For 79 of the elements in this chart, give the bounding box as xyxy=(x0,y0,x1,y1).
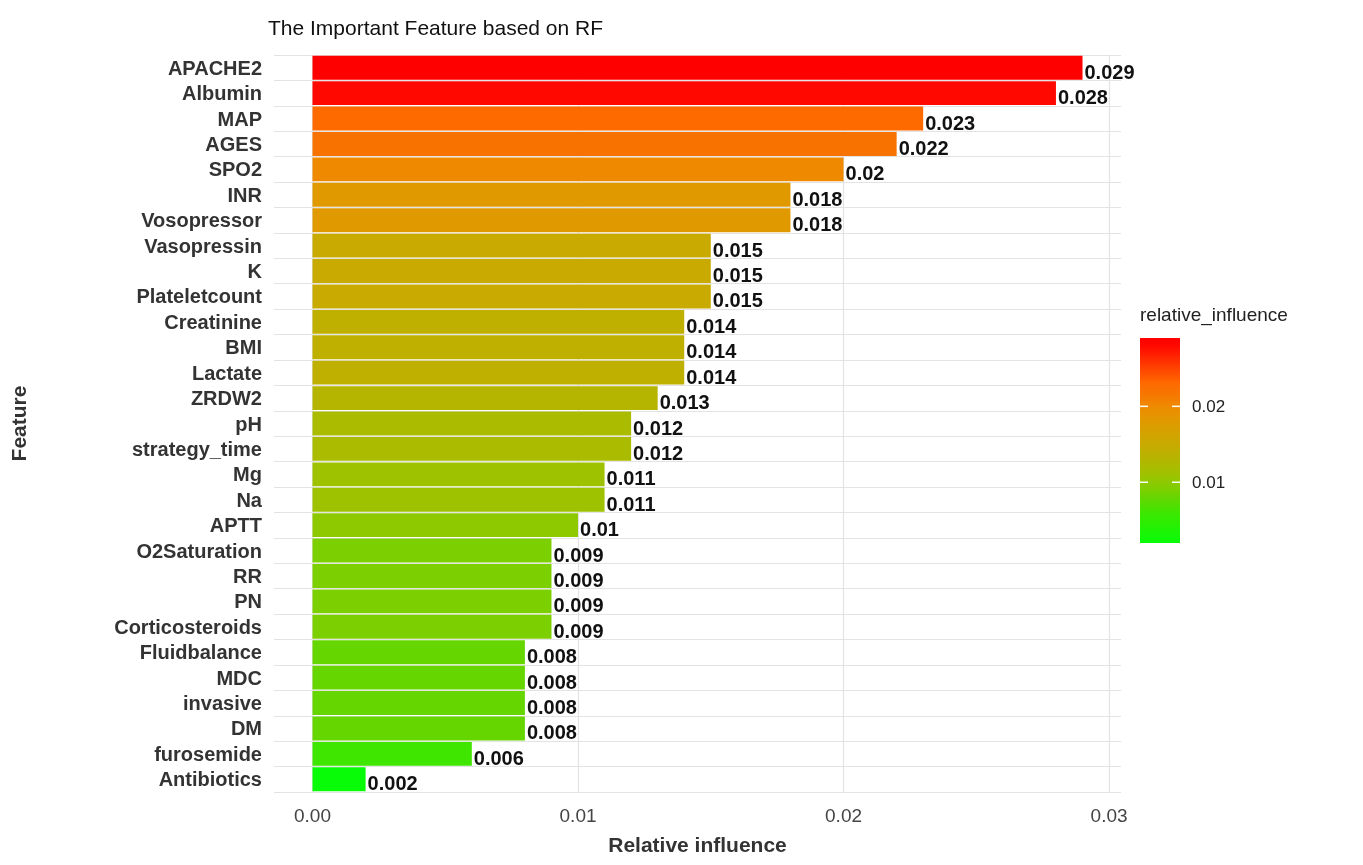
data-label: 0.01 xyxy=(580,518,619,541)
data-label: 0.014 xyxy=(686,340,738,363)
data-label: 0.028 xyxy=(1057,86,1109,109)
y-tick-label: ZRDW2 xyxy=(190,387,262,410)
y-tick-label: Corticosteroids xyxy=(114,615,262,638)
data-label: 0.002 xyxy=(367,772,418,795)
bar xyxy=(312,157,844,182)
x-tick-label: 0.00 xyxy=(294,805,331,826)
data-label: 0.014 xyxy=(686,365,738,388)
x-axis-title: Relative influence xyxy=(608,833,787,856)
data-label: 0.011 xyxy=(606,492,656,515)
bar xyxy=(312,741,472,766)
y-tick-label: Lactate xyxy=(191,361,262,384)
y-tick-label: MDC xyxy=(216,666,262,689)
color-bar-title: relative_influence xyxy=(1140,303,1288,326)
data-label: 0.018 xyxy=(792,187,843,210)
data-label: 0.015 xyxy=(712,289,763,312)
bar xyxy=(312,767,366,792)
data-label: 0.023 xyxy=(925,111,976,134)
data-label: 0.029 xyxy=(1084,60,1135,83)
y-tick-label: Antibiotics xyxy=(158,768,262,791)
bar xyxy=(312,640,525,665)
chart-title: The Important Feature based on RF xyxy=(268,16,604,39)
data-label: 0.022 xyxy=(898,136,949,159)
y-tick-label: Vasopressin xyxy=(144,234,262,257)
bar xyxy=(312,106,924,131)
y-tick-label: Plateletcount xyxy=(136,285,263,308)
y-tick-label: Mg xyxy=(233,463,262,486)
data-label: 0.009 xyxy=(553,568,604,591)
data-label: 0.011 xyxy=(606,467,656,490)
y-tick-label: APTT xyxy=(209,514,262,537)
bar xyxy=(312,513,579,538)
data-label: 0.012 xyxy=(633,416,684,439)
y-tick-label: Na xyxy=(236,488,263,511)
bar xyxy=(312,614,552,639)
data-label: 0.009 xyxy=(553,543,604,566)
data-label: 0.015 xyxy=(712,264,763,287)
x-tick-label: 0.02 xyxy=(825,805,863,826)
y-tick-label: APACHE2 xyxy=(167,56,262,79)
x-tick-label: 0.01 xyxy=(559,805,597,826)
y-tick-label: furosemide xyxy=(154,742,262,765)
data-label: 0.014 xyxy=(686,314,738,337)
y-tick-label: SPO2 xyxy=(208,158,262,181)
y-tick-label: PN xyxy=(234,590,262,613)
color-bar-label: 0.01 xyxy=(1192,472,1226,492)
y-tick-label: INR xyxy=(227,183,263,206)
y-axis-title: Feature xyxy=(7,385,30,462)
y-tick-label: MAP xyxy=(217,107,262,130)
color-bar-label: 0.02 xyxy=(1192,396,1226,416)
data-label: 0.015 xyxy=(712,238,763,261)
data-label: 0.006 xyxy=(473,746,524,769)
data-label: 0.02 xyxy=(845,162,885,185)
y-tick-label: Vosopressor xyxy=(141,209,263,232)
y-tick-label: Albumin xyxy=(182,82,262,105)
bar xyxy=(312,132,897,156)
bar xyxy=(312,411,632,436)
bar xyxy=(312,716,525,741)
data-label: 0.009 xyxy=(553,594,604,617)
data-label: 0.013 xyxy=(659,391,710,414)
y-tick-label: AGES xyxy=(205,132,262,155)
data-label: 0.018 xyxy=(792,213,843,236)
y-tick-label: K xyxy=(247,260,263,283)
data-label: 0.008 xyxy=(526,670,577,693)
bar xyxy=(312,487,605,512)
data-label: 0.009 xyxy=(553,619,604,642)
y-tick-label: pH xyxy=(235,412,262,435)
y-tick-label: invasive xyxy=(183,692,262,715)
y-tick-label: RR xyxy=(233,564,263,587)
x-tick-label: 0.03 xyxy=(1090,805,1128,826)
data-label: 0.008 xyxy=(526,645,577,668)
data-label: 0.012 xyxy=(633,441,684,464)
y-tick-label: Creatinine xyxy=(164,310,262,333)
data-label: 0.008 xyxy=(526,721,577,744)
y-tick-label: Fluidbalance xyxy=(139,641,262,664)
y-tick-label: strategy_time xyxy=(131,437,262,460)
y-tick-label: O2Saturation xyxy=(136,539,262,562)
y-tick-label: DM xyxy=(230,717,262,740)
y-tick-label: BMI xyxy=(225,336,262,359)
data-label: 0.008 xyxy=(526,696,577,719)
